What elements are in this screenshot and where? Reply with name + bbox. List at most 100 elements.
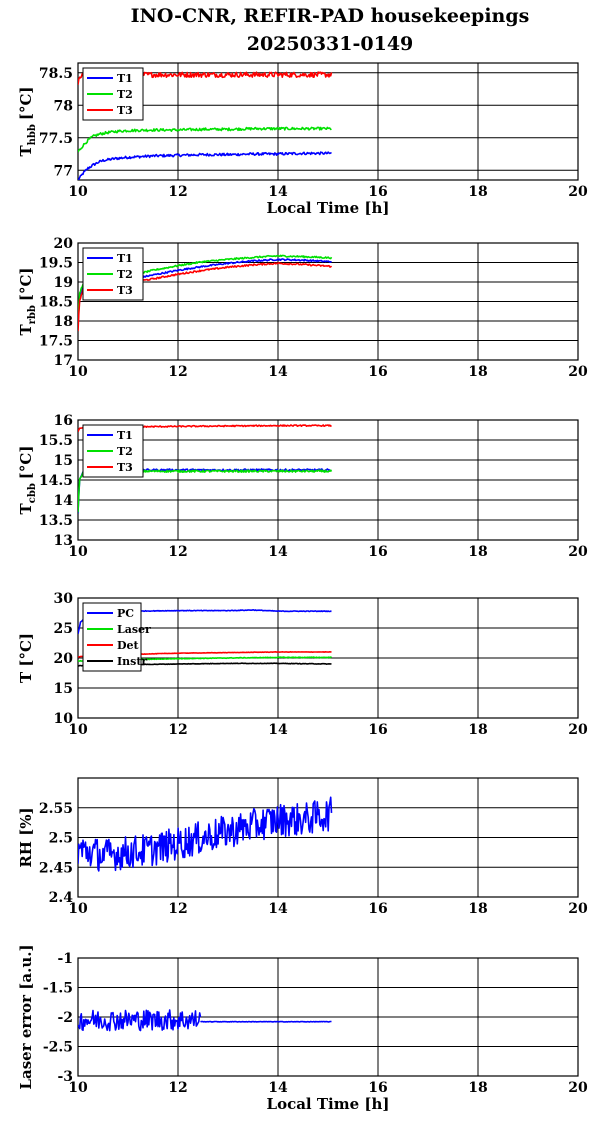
series-line-2: [200, 1020, 332, 1023]
y-axis-label-unit: [°C]: [17, 267, 35, 301]
x-tick-label: 14: [268, 1080, 288, 1096]
y-axis-label-unit: [°C]: [17, 86, 35, 120]
legend-label: T2: [117, 268, 133, 281]
y-tick-label: 2.5: [49, 831, 73, 847]
y-tick-label: 20: [54, 651, 74, 667]
x-tick-label: 10: [68, 1080, 88, 1096]
panel-6: 10 12 14 16 18 20 -3 -2.5 -2 -1.5 -1 Laser error [a…: [17, 944, 588, 1113]
y-axis-label-unit: [°C]: [17, 446, 35, 480]
y-tick-label: 19: [54, 275, 73, 291]
x-tick-label: 20: [568, 364, 588, 380]
x-tick-label: 16: [368, 184, 387, 200]
y-tick-label: 78: [54, 98, 73, 114]
x-tick-label: 10: [68, 722, 88, 738]
x-tick-label: 16: [368, 722, 387, 738]
y-tick-label: -3: [57, 1069, 73, 1085]
legend-box: [82, 602, 142, 672]
x-tick-label: 12: [168, 901, 187, 917]
y-tick-label: -1.5: [43, 981, 73, 997]
legend-label: Laser: [117, 623, 151, 636]
legend-label: T2: [117, 445, 133, 458]
legend-label: T3: [117, 104, 133, 117]
y-tick-label: -2.5: [43, 1040, 73, 1056]
y-axis-label: T [°C]: [17, 633, 35, 683]
y-axis-label-main: T: [17, 145, 35, 157]
figure-title: INO-CNR, REFIR-PAD housekeepings: [131, 5, 530, 27]
y-tick-label: 77: [54, 163, 73, 179]
y-axis-label-main: T: [17, 502, 35, 514]
x-tick-label: 10: [68, 184, 88, 200]
y-tick-label: 2.45: [39, 860, 73, 876]
series-line-1: [78, 1009, 202, 1032]
x-tick-label: 10: [68, 901, 88, 917]
x-tick-label: 18: [468, 184, 487, 200]
x-tick-label: 14: [268, 544, 288, 560]
legend-label: T2: [117, 88, 133, 101]
x-tick-label: 20: [568, 722, 588, 738]
x-axis-label: Local Time [h]: [267, 199, 390, 217]
series-group: [78, 796, 333, 872]
legend-label: T3: [117, 284, 133, 297]
y-tick-label: 10: [54, 711, 74, 727]
panel-2: 10 12 14 16 18 20 17 17.5 18 18.5 19 19.5 20 Trbb [°C]…: [17, 236, 588, 380]
y-axis-label-subscript: rbb: [27, 305, 38, 324]
panel-1: 10 12 14 16 18 20 77 77.5 78 78.5 Thbb [°C] Local Ti…: [17, 62, 588, 217]
y-axis-label-main: T [°C]: [17, 633, 35, 683]
x-tick-label: 20: [568, 901, 588, 917]
legend-label: PC: [117, 607, 134, 620]
x-tick-label: 20: [568, 544, 588, 560]
y-tick-label: 15.5: [39, 433, 73, 449]
x-tick-label: 14: [268, 184, 288, 200]
x-axis-label: Local Time [h]: [267, 1095, 390, 1113]
y-tick-label: 30: [54, 591, 74, 607]
y-axis-label: RH [%]: [17, 807, 35, 867]
legend-label: Instr: [117, 655, 147, 668]
x-tick-label: 14: [268, 364, 288, 380]
x-tick-label: 20: [568, 1080, 588, 1096]
y-tick-label: 13: [54, 533, 73, 549]
x-tick-label: 16: [368, 1080, 387, 1096]
panel-3: 10 12 14 16 18 20 13 13.5 14 14.5 15 15.5 16 Tcbb [°C]…: [17, 413, 588, 560]
y-tick-label: 78.5: [39, 66, 73, 82]
x-tick-label: 16: [368, 901, 387, 917]
y-axis-label-subscript: hbb: [27, 124, 38, 145]
y-tick-label: -2: [57, 1010, 73, 1026]
panels: 10 12 14 16 18 20 77 77.5 78 78.5 Thbb [°C] Local Ti…: [17, 62, 588, 1113]
x-tick-label: 20: [568, 184, 588, 200]
x-tick-label: 16: [368, 364, 387, 380]
y-axis-label: Thbb [°C]: [17, 86, 38, 156]
series-line-t1: [78, 151, 332, 180]
x-tick-label: 12: [168, 1080, 187, 1096]
y-tick-label: 16: [54, 413, 73, 429]
y-tick-label: 2.55: [39, 801, 73, 817]
y-axis-label: Laser error [a.u.]: [17, 944, 35, 1089]
y-axis-label: Tcbb [°C]: [17, 446, 38, 515]
x-tick-label: 12: [168, 184, 187, 200]
y-tick-label: 18: [54, 314, 73, 330]
y-tick-label: 14: [54, 493, 74, 509]
x-tick-label: 12: [168, 364, 187, 380]
y-tick-label: -1: [57, 951, 73, 967]
x-tick-label: 14: [268, 722, 288, 738]
y-axis-label-subscript: cbb: [27, 483, 38, 503]
legend-label: Det: [117, 639, 140, 652]
y-tick-label: 20: [54, 236, 74, 252]
y-tick-label: 14.5: [39, 473, 73, 489]
x-tick-label: 10: [68, 364, 88, 380]
legend-label: T1: [117, 72, 133, 85]
y-axis-label-main: Laser error [a.u.]: [17, 944, 35, 1089]
x-tick-label: 18: [468, 544, 487, 560]
y-tick-label: 2.4: [49, 890, 74, 906]
y-tick-label: 15: [54, 681, 73, 697]
y-tick-label: 17.5: [39, 334, 73, 350]
series-line-1: [78, 796, 333, 872]
x-tick-label: 16: [368, 544, 387, 560]
y-axis-label-main: RH [%]: [17, 807, 35, 867]
y-axis-label: Trbb [°C]: [17, 267, 38, 335]
figure-subtitle: 20250331-0149: [247, 33, 414, 55]
y-tick-label: 13.5: [39, 513, 73, 529]
x-tick-label: 18: [468, 722, 487, 738]
x-tick-label: 18: [468, 364, 487, 380]
